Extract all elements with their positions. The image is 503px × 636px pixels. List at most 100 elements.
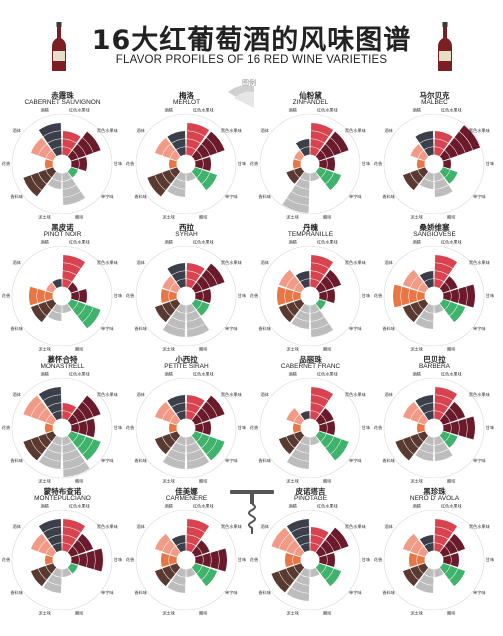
flavor-segment xyxy=(82,307,101,329)
flavor-segment xyxy=(293,555,301,565)
axis-label: 酒精 xyxy=(40,503,48,510)
flavor-segment xyxy=(326,288,335,304)
flavor-segment xyxy=(286,433,300,448)
wheel-outer-ring xyxy=(259,245,361,347)
flavor-segment xyxy=(295,178,310,189)
wheel-outer-ring xyxy=(383,509,485,611)
axis-label: 花香 xyxy=(250,556,259,563)
flavor-segment xyxy=(82,395,101,417)
flavor-segment xyxy=(402,436,419,455)
variety-card: 西拉 SYRAH 红色水果味 黑色水果味 甘味 单宁味 酸味 泥土味 香料味 花香 酒体 酒精 xyxy=(124,222,249,372)
flavor-segment xyxy=(169,291,177,301)
corkscrew-icon xyxy=(230,490,274,534)
axis-label: 甘味 xyxy=(238,160,247,167)
flavor-segment xyxy=(62,449,81,461)
flavor-segment xyxy=(176,147,186,157)
axis-label: 酸味 xyxy=(75,477,84,484)
axis-label: 香料味 xyxy=(258,325,271,332)
flavor-segment xyxy=(52,567,62,577)
flavor-segment xyxy=(311,255,334,269)
flavor-segment xyxy=(77,436,94,455)
axis-label: 花香 xyxy=(2,160,11,167)
axis-label: 酸味 xyxy=(323,345,332,352)
flavor-segment xyxy=(78,288,87,304)
flavor-segment xyxy=(191,167,203,178)
flavor-segment xyxy=(282,198,309,213)
variety-name-en: TEMPRANILLE xyxy=(287,231,334,238)
axis-label: 甘味 xyxy=(238,556,247,563)
axis-label: 泥土味 xyxy=(410,213,423,220)
flavor-segment xyxy=(417,546,429,557)
flavor-segment xyxy=(291,581,310,593)
axis-label: 香料味 xyxy=(382,589,395,596)
axis-label: 红色水果味 xyxy=(193,503,215,510)
flavor-segment xyxy=(169,299,181,310)
flavor-segment xyxy=(293,291,301,301)
flavor-segment xyxy=(201,436,218,455)
flavor-segment xyxy=(62,131,81,143)
flavor-segment xyxy=(196,565,210,580)
flavor-segment xyxy=(417,563,429,574)
flavor-segment xyxy=(449,304,466,323)
axis-label: 酒体 xyxy=(384,127,393,134)
axis-label: 甘味 xyxy=(362,556,371,563)
flavor-segment xyxy=(186,131,205,143)
flavor-segment xyxy=(45,555,53,565)
flavor-segment xyxy=(402,533,419,552)
flavor-segment xyxy=(439,431,451,442)
flavor-segment xyxy=(424,543,434,553)
axis-label: 甘味 xyxy=(114,160,123,167)
flavor-segment xyxy=(206,395,225,417)
flavor-segment xyxy=(417,159,425,169)
flavor-segment xyxy=(47,574,62,585)
axis-label: 泥土味 xyxy=(410,477,423,484)
flavor-segment xyxy=(161,552,170,568)
axis-label: 酒体 xyxy=(12,259,21,266)
flavor-segment xyxy=(196,144,210,159)
flavor-segment xyxy=(315,299,327,310)
wheel-center xyxy=(54,156,70,172)
flavor-segment xyxy=(310,131,329,143)
flavor-segment xyxy=(401,286,410,306)
flavor-segment xyxy=(271,527,290,549)
flavor-segment xyxy=(326,156,335,172)
flavor-segment xyxy=(291,185,310,197)
flavor-segment xyxy=(186,449,205,461)
flavor-segment xyxy=(186,442,201,453)
flavor-segment xyxy=(169,546,181,557)
flavor-segment xyxy=(310,317,329,329)
axis-label: 酒体 xyxy=(260,523,269,530)
flavor-segment xyxy=(417,150,429,161)
flavor-segment xyxy=(62,535,77,546)
flavor-segment xyxy=(62,567,72,577)
flavor-segment xyxy=(171,178,186,189)
flavor-segment xyxy=(62,263,81,275)
variety-card: 仙粉黛 ZINFANDEL 红色水果味 黑色水果味 甘味 单宁味 酸味 泥土味 香料味 花香 酒体 酒… xyxy=(248,90,373,240)
variety-name-cn: 蒙特布查诺 xyxy=(43,487,82,496)
flavor-segment xyxy=(171,442,186,453)
axis-label: 单宁味 xyxy=(225,457,238,464)
variety-name-cn: 丹魄 xyxy=(303,223,318,232)
flavor-segment xyxy=(310,263,329,275)
flavor-segment xyxy=(67,431,79,442)
flavor-segment xyxy=(67,150,79,161)
flavor-segment xyxy=(30,436,47,455)
flavor-segment xyxy=(466,284,475,308)
flavor-segment xyxy=(402,269,419,288)
flavor-segment xyxy=(167,449,186,461)
flavor-segment xyxy=(395,439,414,461)
flavor-segment xyxy=(293,563,305,574)
wheel-outer-ring xyxy=(135,509,237,611)
axis-label: 香料味 xyxy=(258,193,271,200)
axis-label: 花香 xyxy=(2,424,11,431)
flavor-segment xyxy=(45,299,57,310)
flavor-segment xyxy=(410,433,424,448)
variety-name-cn: 小西拉 xyxy=(175,355,198,364)
axis-label: 花香 xyxy=(2,292,11,299)
flavor-segment xyxy=(310,435,320,445)
wheel-center xyxy=(426,420,442,436)
flavor-segment xyxy=(417,414,429,425)
